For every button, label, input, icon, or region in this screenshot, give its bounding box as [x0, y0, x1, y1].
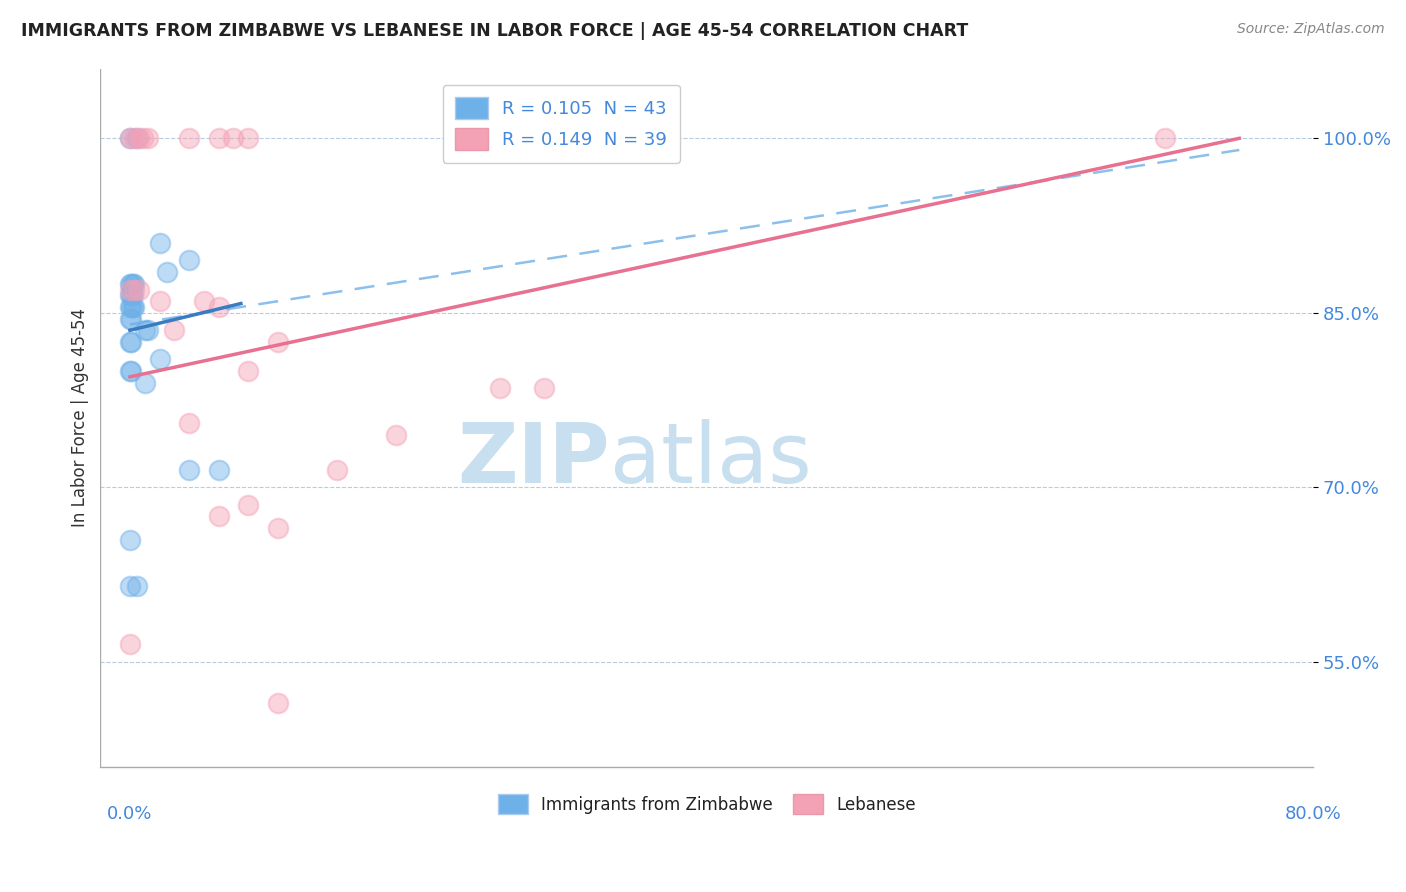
Point — [193, 294, 215, 309]
Point — [120, 288, 142, 302]
Text: Source: ZipAtlas.com: Source: ZipAtlas.com — [1237, 22, 1385, 37]
Point — [118, 131, 141, 145]
Point — [132, 131, 155, 145]
Point — [148, 235, 170, 250]
Text: 80.0%: 80.0% — [1285, 805, 1341, 823]
Point — [326, 463, 349, 477]
Point — [118, 533, 141, 547]
Point — [120, 334, 142, 349]
Text: atlas: atlas — [610, 419, 811, 500]
Point — [134, 323, 156, 337]
Point — [122, 288, 145, 302]
Point — [208, 300, 231, 314]
Point — [1154, 131, 1177, 145]
Point — [128, 131, 150, 145]
Point — [177, 253, 200, 268]
Point — [208, 131, 231, 145]
Point — [222, 131, 245, 145]
Text: 0.0%: 0.0% — [107, 805, 153, 823]
Point — [118, 334, 141, 349]
Point — [127, 579, 149, 593]
Text: ZIP: ZIP — [457, 419, 610, 500]
Point — [177, 463, 200, 477]
Point — [120, 277, 142, 291]
Point — [120, 311, 142, 326]
Point — [148, 352, 170, 367]
Point — [124, 283, 146, 297]
Point — [267, 696, 290, 710]
Point — [208, 509, 231, 524]
Point — [122, 300, 145, 314]
Point — [134, 376, 156, 390]
Point — [267, 334, 290, 349]
Point — [118, 288, 141, 302]
Point — [177, 417, 200, 431]
Point — [136, 131, 159, 145]
Point — [136, 323, 159, 337]
Point — [124, 300, 146, 314]
Text: IMMIGRANTS FROM ZIMBABWE VS LEBANESE IN LABOR FORCE | AGE 45-54 CORRELATION CHAR: IMMIGRANTS FROM ZIMBABWE VS LEBANESE IN … — [21, 22, 969, 40]
Point — [118, 277, 141, 291]
Point — [488, 382, 510, 396]
Point — [118, 300, 141, 314]
Point — [148, 294, 170, 309]
Point — [120, 364, 142, 378]
Point — [128, 283, 150, 297]
Point — [118, 131, 141, 145]
Legend: Immigrants from Zimbabwe, Lebanese: Immigrants from Zimbabwe, Lebanese — [491, 788, 922, 821]
Point — [127, 131, 149, 145]
Point — [118, 364, 141, 378]
Point — [267, 521, 290, 535]
Point — [238, 131, 260, 145]
Point — [238, 498, 260, 512]
Point — [177, 131, 200, 145]
Point — [238, 364, 260, 378]
Point — [118, 637, 141, 651]
Point — [163, 323, 186, 337]
Point — [118, 311, 141, 326]
Point — [385, 428, 408, 442]
Point — [122, 277, 145, 291]
Point — [120, 300, 142, 314]
Y-axis label: In Labor Force | Age 45-54: In Labor Force | Age 45-54 — [72, 308, 89, 527]
Point — [156, 265, 179, 279]
Point — [124, 131, 146, 145]
Point — [533, 382, 555, 396]
Point — [208, 463, 231, 477]
Point — [118, 579, 141, 593]
Point — [118, 283, 141, 297]
Point — [124, 277, 146, 291]
